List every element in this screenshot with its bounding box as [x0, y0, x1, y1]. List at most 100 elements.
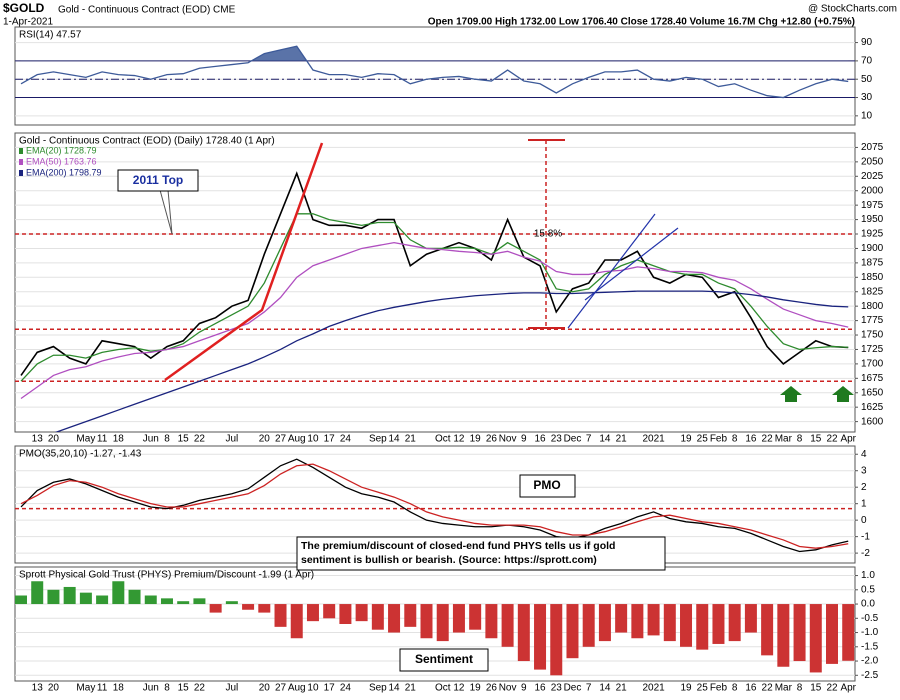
y-tick-label: 90	[861, 37, 873, 48]
x-tick-label: 12	[453, 683, 465, 694]
bar	[96, 595, 109, 605]
bar	[566, 604, 579, 659]
series-line	[54, 290, 849, 432]
bar	[290, 604, 303, 639]
callout-pointer	[159, 189, 173, 235]
x-tick-label: 19	[470, 434, 482, 445]
bar	[193, 598, 206, 605]
bar	[452, 604, 465, 633]
y-tick-label: 1725	[861, 344, 884, 355]
bar	[339, 604, 352, 624]
bar	[696, 604, 709, 650]
y-tick-label: 2000	[861, 185, 884, 196]
series-line	[20, 458, 849, 553]
panel-title: RSI(14) 47.57	[19, 30, 82, 41]
y-tick-label: 1875	[861, 258, 884, 269]
x-tick-label: 8	[732, 434, 738, 445]
x-tick-label: Nov	[499, 434, 517, 445]
y-tick-label: 1950	[861, 214, 884, 225]
bar	[663, 604, 676, 642]
x-tick-label: 20	[48, 683, 60, 694]
x-tick-label: 2021	[642, 683, 665, 694]
x-tick-label: 10	[307, 683, 319, 694]
x-tick-label: 18	[113, 683, 125, 694]
x-tick-label: 8	[732, 683, 738, 694]
x-tick-label: Nov	[499, 683, 517, 694]
y-tick-label: 0.5	[861, 584, 875, 595]
legend-label: EMA(200) 1798.79	[26, 167, 102, 177]
bar	[258, 604, 271, 613]
bar	[761, 604, 774, 656]
panel-frame	[14, 132, 856, 433]
x-tick-label: 14	[599, 683, 611, 694]
bar	[485, 604, 498, 639]
bar	[31, 581, 44, 605]
series-line	[20, 171, 849, 376]
legend-swatch	[19, 170, 23, 176]
x-tick-label: Aug	[288, 683, 306, 694]
x-tick-label: 23	[551, 683, 563, 694]
pmo-label: PMO	[533, 478, 560, 492]
bar	[842, 604, 855, 661]
x-tick-label: 26	[486, 434, 498, 445]
bar	[242, 604, 255, 610]
series-line	[20, 463, 849, 549]
x-tick-label: 21	[405, 434, 417, 445]
x-tick-label: Sep	[369, 683, 387, 694]
y-tick-label: 1650	[861, 387, 884, 398]
x-tick-label: 17	[324, 434, 336, 445]
x-tick-label: 7	[586, 683, 592, 694]
bar	[712, 604, 725, 644]
channel-line	[567, 213, 656, 329]
x-tick-label: 22	[194, 683, 206, 694]
x-tick-label: Jun	[143, 434, 159, 445]
y-tick-label: 1700	[861, 359, 884, 370]
panel-title: Sprott Physical Gold Trust (PHYS) Premiu…	[19, 570, 314, 581]
y-tick-label: 1850	[861, 272, 884, 283]
series-line	[20, 242, 849, 400]
x-tick-label: Sep	[369, 434, 387, 445]
x-tick-label: 14	[388, 434, 400, 445]
x-tick-label: 8	[164, 434, 170, 445]
percent-label: 15.8%	[534, 229, 562, 240]
y-tick-label: 3	[861, 465, 867, 476]
panel-title: Gold - Continuous Contract (EOD) (Daily)…	[19, 136, 275, 147]
x-tick-label: 19	[680, 434, 692, 445]
bar	[355, 604, 368, 622]
x-tick-label: 15	[178, 434, 190, 445]
source: @ StockCharts.com	[808, 4, 897, 15]
bar	[777, 604, 790, 667]
y-tick-label: 1750	[861, 330, 884, 341]
x-tick-label: 24	[340, 434, 352, 445]
bar	[306, 604, 319, 622]
x-tick-label: 20	[48, 434, 60, 445]
panel	[15, 575, 855, 676]
bar	[274, 604, 287, 627]
x-tick-label: Jul	[225, 434, 238, 445]
bar	[793, 604, 806, 662]
bar	[436, 604, 449, 642]
y-tick-label: 1925	[861, 229, 884, 240]
x-tick-label: 14	[388, 683, 400, 694]
bar	[323, 604, 336, 619]
x-tick-label: Mar	[775, 434, 793, 445]
x-tick-label: 22	[762, 434, 774, 445]
y-tick-label: -0.5	[861, 613, 879, 624]
bar	[47, 589, 60, 605]
x-tick-label: 25	[697, 683, 709, 694]
x-tick-label: May	[76, 434, 95, 445]
y-tick-label: 1900	[861, 243, 884, 254]
bar	[420, 604, 433, 639]
panel-title: PMO(35,20,10) -1.27, -1.43	[19, 449, 142, 460]
x-tick-label: 22	[826, 434, 838, 445]
y-tick-label: 2	[861, 482, 867, 493]
x-tick-label: 27	[275, 683, 287, 694]
note-box	[296, 536, 666, 571]
y-tick-label: 0	[861, 515, 867, 526]
y-tick-label: 50	[861, 74, 873, 85]
x-tick-label: 10	[307, 434, 319, 445]
x-tick-label: 16	[745, 683, 757, 694]
note-line: The premium/discount of closed-end fund …	[301, 540, 615, 552]
bar	[744, 604, 757, 633]
